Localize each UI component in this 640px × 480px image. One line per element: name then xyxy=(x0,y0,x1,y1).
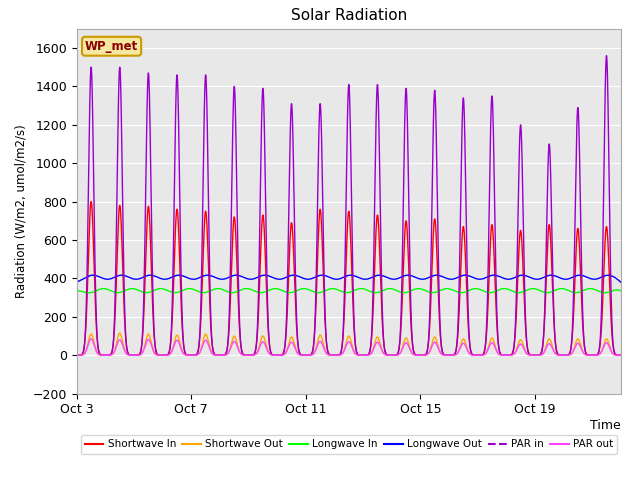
Legend: Shortwave In, Shortwave Out, Longwave In, Longwave Out, PAR in, PAR out: Shortwave In, Shortwave Out, Longwave In… xyxy=(81,435,617,454)
Text: Time: Time xyxy=(590,419,621,432)
Text: WP_met: WP_met xyxy=(85,40,138,53)
Title: Solar Radiation: Solar Radiation xyxy=(291,9,407,24)
Y-axis label: Radiation (W/m2, umol/m2/s): Radiation (W/m2, umol/m2/s) xyxy=(14,124,27,298)
